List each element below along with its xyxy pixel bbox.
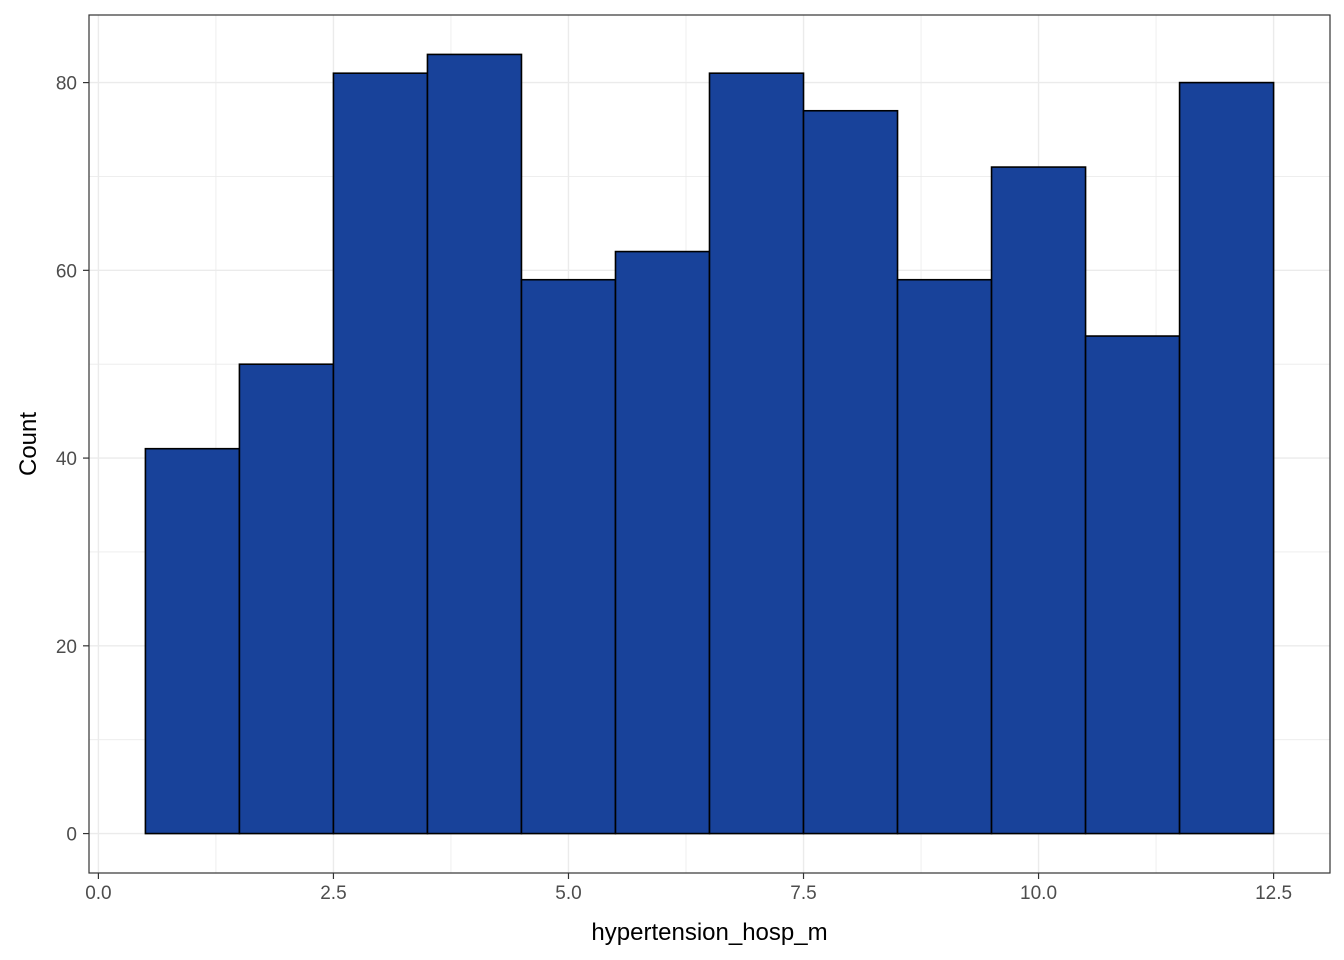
histogram-bar xyxy=(896,278,993,835)
histogram-bar xyxy=(144,447,241,835)
histogram-bar xyxy=(990,166,1087,835)
x-tick-label: 0.0 xyxy=(85,883,111,904)
histogram-bar xyxy=(426,53,523,835)
panel-border xyxy=(88,14,1331,874)
histogram-bar xyxy=(520,278,617,835)
histogram-bar xyxy=(238,363,335,835)
x-tick-label: 12.5 xyxy=(1255,883,1292,904)
histogram-bar xyxy=(1084,335,1181,835)
x-tick-label: 7.5 xyxy=(790,883,816,904)
y-tick-label: 20 xyxy=(56,637,77,658)
histogram-bar xyxy=(1178,81,1275,835)
y-axis: 0 20 40 60 80 xyxy=(56,74,89,846)
histogram-bar xyxy=(332,72,429,835)
y-tick-label: 60 xyxy=(56,261,77,282)
y-tick-label: 80 xyxy=(56,74,77,95)
y-tick-label: 40 xyxy=(56,449,77,470)
x-axis-title: hypertension_hosp_m xyxy=(591,919,827,946)
x-tick-label: 2.5 xyxy=(320,883,346,904)
x-axis: 0.0 2.5 5.0 7.5 10.0 12.5 xyxy=(85,873,1292,904)
x-tick-label: 10.0 xyxy=(1020,883,1057,904)
y-axis-title: Count xyxy=(15,412,42,476)
histogram-bar xyxy=(708,72,805,835)
histogram-bar xyxy=(802,109,899,835)
x-tick-label: 5.0 xyxy=(555,883,581,904)
histogram-bars xyxy=(144,53,1275,835)
y-tick-label: 0 xyxy=(66,825,77,846)
histogram-bar xyxy=(614,250,711,835)
